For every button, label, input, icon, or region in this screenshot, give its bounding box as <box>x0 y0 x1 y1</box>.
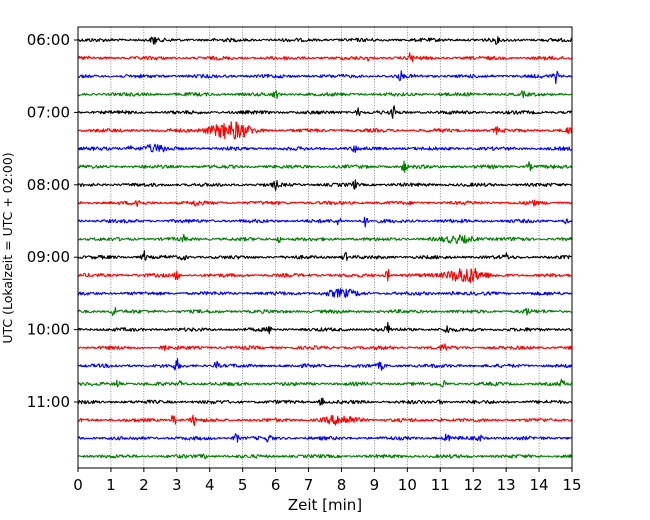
trace-line-0900 <box>77 250 573 262</box>
trace-line-0815 <box>77 199 573 208</box>
y-tick-label: 08:00 <box>27 176 70 194</box>
y-tick-label: 07:00 <box>27 103 70 121</box>
y-tick-label: 11:00 <box>27 393 70 411</box>
x-tick-label: 8 <box>337 476 347 494</box>
y-axis-label: UTC (Lokalzeit = UTC + 02:00) <box>0 152 15 343</box>
x-tick-label: 11 <box>431 476 450 494</box>
trace-line-0600 <box>77 36 573 45</box>
y-axis-ticks: 06:00 07:00 08:00 09:00 10:00 11:00 <box>27 31 78 411</box>
trace-line-0945 <box>77 307 573 317</box>
x-tick-label: 2 <box>139 476 149 494</box>
trace-line-1000 <box>77 321 573 335</box>
trace-line-0915 <box>77 267 573 284</box>
y-tick-label: 10:00 <box>27 321 70 339</box>
y-tick-label: 09:00 <box>27 248 70 266</box>
x-tick-label: 6 <box>271 476 281 494</box>
trace-line-0730 <box>77 143 573 153</box>
trace-line-1015 <box>77 343 573 352</box>
x-tick-label: 12 <box>464 476 483 494</box>
x-tick-label: 10 <box>398 476 417 494</box>
x-tick-label: 15 <box>562 476 581 494</box>
x-axis-label: Zeit [min] <box>288 496 362 514</box>
x-tick-label: 0 <box>73 476 83 494</box>
vertical-gridlines <box>110 27 540 468</box>
x-tick-label: 13 <box>497 476 516 494</box>
x-tick-label: 9 <box>370 476 380 494</box>
y-tick-label: 06:00 <box>27 31 70 49</box>
trace-group <box>77 36 573 460</box>
x-tick-label: 3 <box>172 476 182 494</box>
plot-frame <box>77 26 573 469</box>
trace-line-0615 <box>77 52 573 63</box>
trace-line-0830 <box>77 216 573 228</box>
trace-line-0630 <box>77 70 573 85</box>
trace-line-1130 <box>77 433 573 443</box>
x-tick-label: 4 <box>205 476 215 494</box>
x-tick-label: 5 <box>238 476 248 494</box>
trace-line-0715 <box>77 121 573 140</box>
trace-line-0930 <box>77 288 573 299</box>
x-tick-label: 1 <box>106 476 116 494</box>
trace-line-1100 <box>77 397 573 406</box>
trace-line-0645 <box>77 90 573 99</box>
x-tick-label: 7 <box>304 476 314 494</box>
trace-line-0845 <box>77 233 573 245</box>
trace-line-1145 <box>77 453 573 460</box>
trace-line-0800 <box>77 179 573 191</box>
trace-line-1115 <box>77 414 573 427</box>
trace-line-1030 <box>77 358 573 371</box>
trace-line-1045 <box>77 378 573 388</box>
trace-line-0700 <box>77 105 573 119</box>
x-tick-label: 14 <box>530 476 549 494</box>
x-axis-ticks: 0 1 2 3 4 5 6 7 8 9 10 11 12 13 14 15 <box>73 468 582 494</box>
trace-line-0745 <box>77 160 573 174</box>
